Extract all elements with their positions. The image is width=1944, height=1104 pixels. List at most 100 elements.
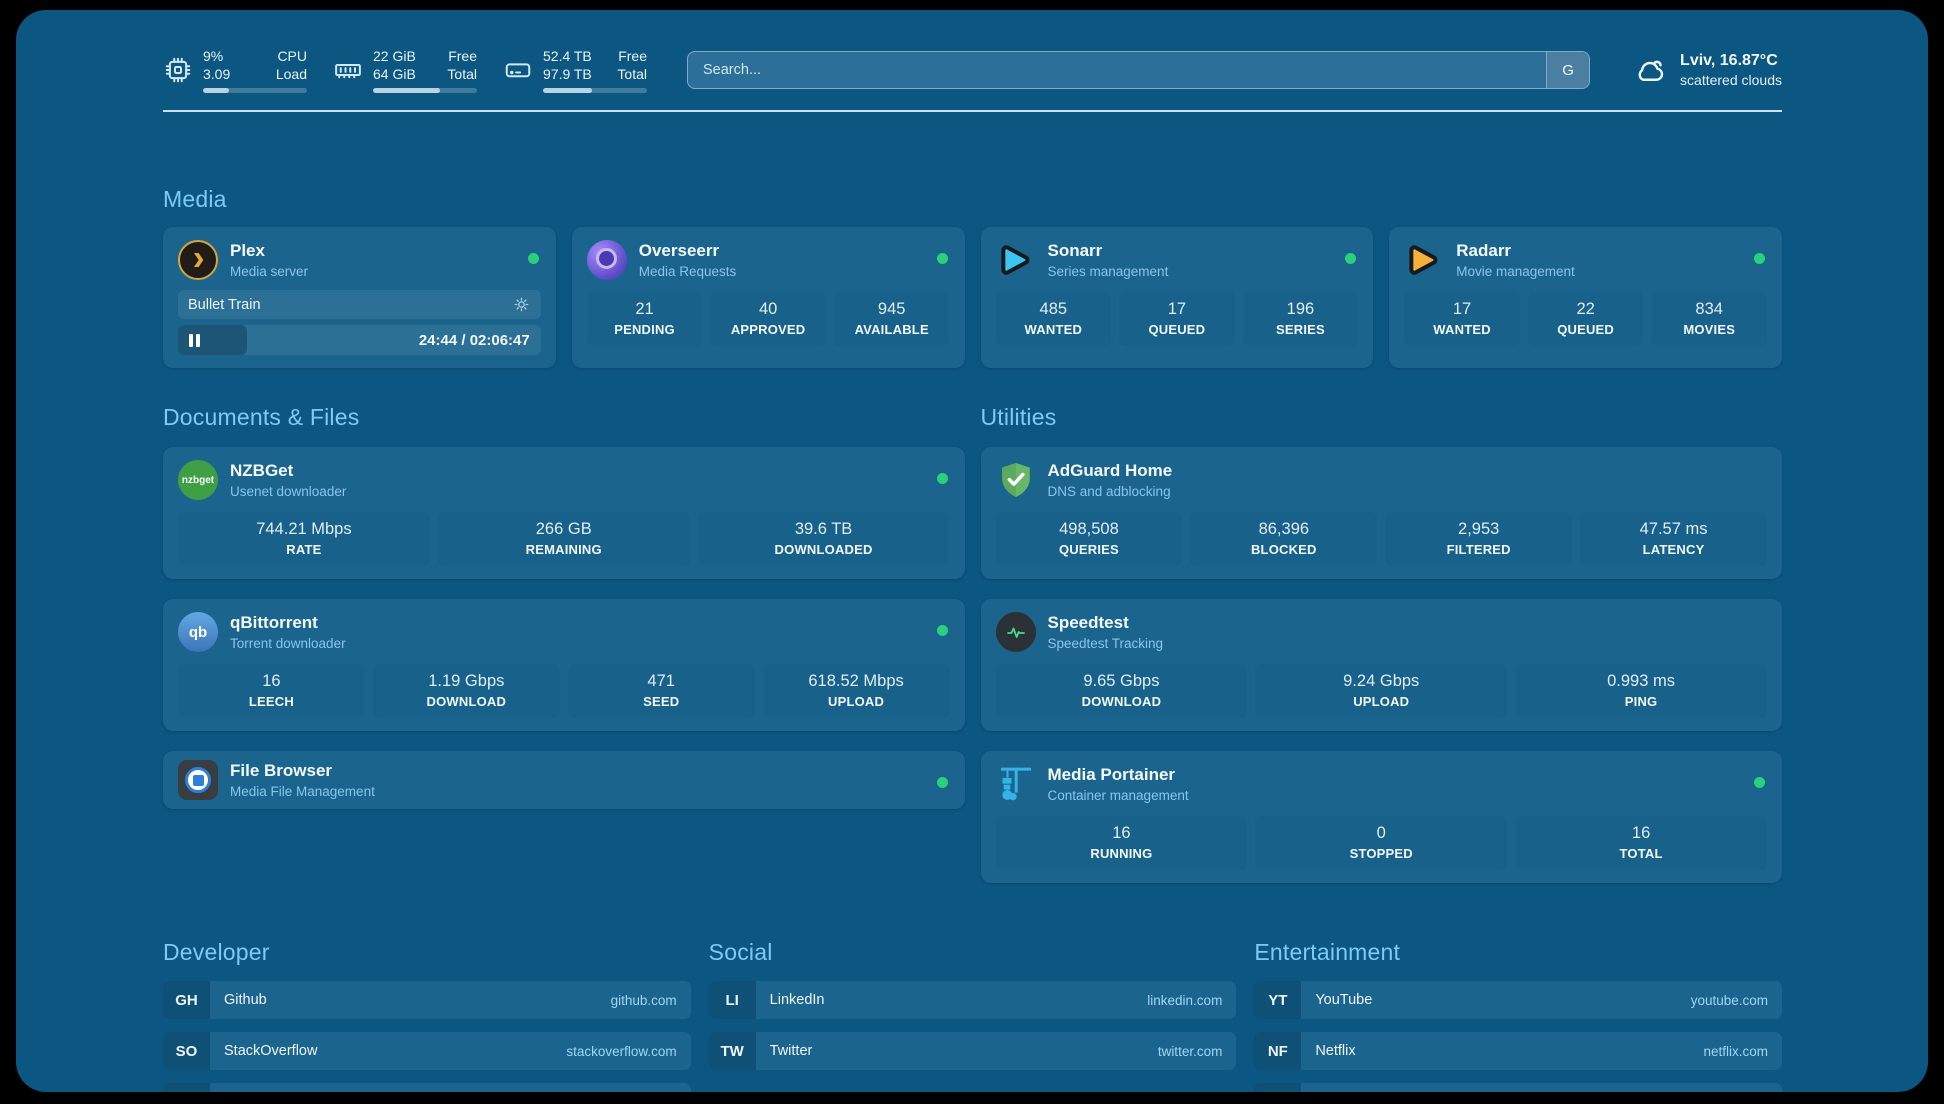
status-dot xyxy=(936,777,948,788)
bookmark-abbr: NF xyxy=(1254,1032,1302,1070)
player-time: 24:44 / 02:06:47 xyxy=(418,331,530,349)
disk-total: 97.9 TB xyxy=(543,66,592,82)
stat-running: 16 RUNNING xyxy=(995,816,1248,870)
app-card-sonarr[interactable]: Sonarr Series management 485 WANTED 17 Q… xyxy=(980,227,1374,368)
search-engine-button[interactable]: G xyxy=(1546,52,1590,88)
app-card-adguard[interactable]: AdGuard Home DNS and adblocking 498,508 … xyxy=(980,447,1782,579)
section-social: Social LI LinkedIn linkedin.com TW Twitt… xyxy=(708,939,1237,1092)
stat-queued: 17 QUEUED xyxy=(1119,292,1235,346)
pause-icon[interactable] xyxy=(189,333,200,347)
search-bar[interactable]: G xyxy=(687,51,1591,89)
plex-icon xyxy=(178,240,218,280)
system-stats: 9% 3.09 CPU Load 22 GiB 64 GiB Free Total xyxy=(163,47,647,94)
adguard-icon xyxy=(996,460,1036,500)
bookmark-abbr: LI xyxy=(708,981,756,1019)
bookmark-dev[interactable]: DT DEV dev.to xyxy=(163,1083,691,1092)
app-card-portainer[interactable]: Media Portainer Container management 16 … xyxy=(980,751,1782,883)
top-bar: 9% 3.09 CPU Load 22 GiB 64 GiB Free Total xyxy=(163,42,1782,98)
stat-queries: 498,508 QUERIES xyxy=(995,512,1183,566)
bookmark-stackoverflow[interactable]: SO StackOverflow stackoverflow.com xyxy=(163,1032,691,1070)
now-playing-title: Bullet Train xyxy=(188,296,261,313)
memory-progress-bar xyxy=(373,88,477,94)
memory-total-label: Total xyxy=(447,66,477,82)
disk-total-label: Total xyxy=(617,66,647,82)
documents-section-title: Documents & Files xyxy=(163,404,360,430)
stat-remaining: 266 GB REMAINING xyxy=(437,512,690,566)
filebrowser-icon xyxy=(178,760,218,800)
disk-free-label: Free xyxy=(618,47,647,64)
stat-ping: 0.993 ms PING xyxy=(1515,664,1767,718)
app-name: Speedtest xyxy=(1047,613,1129,633)
app-subtitle: Container management xyxy=(1047,787,1189,803)
cloud-icon xyxy=(1638,60,1664,81)
app-name: AdGuard Home xyxy=(1047,461,1173,481)
app-card-filebrowser[interactable]: File Browser Media File Management xyxy=(163,751,965,809)
app-card-speedtest[interactable]: Speedtest Speedtest Tracking 9.65 Gbps D… xyxy=(980,599,1782,731)
section-media: Media Plex Media server Bullet Train xyxy=(163,186,1782,368)
cpu-stat: 9% 3.09 CPU Load xyxy=(163,47,307,94)
stat-pending: 21 PENDING xyxy=(586,292,703,346)
radarr-icon xyxy=(1404,240,1444,280)
bookmark-youtube[interactable]: YT YouTube youtube.com xyxy=(1254,981,1782,1019)
stat-blocked: 86,396 BLOCKED xyxy=(1190,512,1378,566)
app-subtitle: Media Requests xyxy=(638,263,737,279)
app-card-nzbget[interactable]: nzbget NZBGet Usenet downloader 744.21 M… xyxy=(163,447,965,579)
section-utilities: Utilities AdGuard Home xyxy=(980,404,1782,883)
bookmark-name: Github xyxy=(224,992,267,1008)
player-progress-row[interactable]: 24:44 / 02:06:47 xyxy=(178,325,541,355)
bookmark-twitter[interactable]: TW Twitter twitter.com xyxy=(708,1032,1237,1070)
entertainment-section-title: Entertainment xyxy=(1254,939,1401,965)
bookmark-url: twitter.com xyxy=(1157,1043,1223,1059)
stat-wanted: 485 WANTED xyxy=(995,292,1112,346)
stat-leech: 16 LEECH xyxy=(178,664,365,718)
stat-approved: 40 APPROVED xyxy=(710,292,826,346)
speedtest-icon xyxy=(995,612,1036,652)
utilities-section-title: Utilities xyxy=(980,404,1057,430)
bookmark-netflix[interactable]: NF Netflix netflix.com xyxy=(1254,1032,1782,1070)
cpu-icon xyxy=(165,57,191,83)
app-card-plex[interactable]: Plex Media server Bullet Train 24:44 / 0… xyxy=(163,227,556,368)
app-name: File Browser xyxy=(230,761,333,781)
now-playing-row: Bullet Train xyxy=(178,290,541,319)
app-subtitle: DNS and adblocking xyxy=(1047,483,1171,499)
cpu-load-label: Load xyxy=(275,66,307,82)
stat-stopped: 0 STOPPED xyxy=(1255,816,1508,870)
stat-seed: 471 SEED xyxy=(567,664,755,718)
section-entertainment: Entertainment YT YouTube youtube.com NF … xyxy=(1254,939,1782,1092)
gear-icon[interactable] xyxy=(512,295,531,314)
status-dot xyxy=(1754,253,1765,264)
memory-stat: 22 GiB 64 GiB Free Total xyxy=(333,47,477,94)
stat-filtered: 2,953 FILTERED xyxy=(1385,512,1573,566)
app-subtitle: Speedtest Tracking xyxy=(1047,635,1164,651)
disk-free: 52.4 TB xyxy=(543,47,592,64)
app-card-radarr[interactable]: Radarr Movie management 17 WANTED 22 QUE… xyxy=(1389,227,1782,368)
app-card-qbittorrent[interactable]: qb qBittorrent Torrent downloader 16 LEE… xyxy=(163,599,965,731)
app-subtitle: Usenet downloader xyxy=(230,483,347,499)
topbar-divider xyxy=(163,110,1782,112)
app-name: Radarr xyxy=(1456,241,1512,261)
app-name: Sonarr xyxy=(1047,241,1103,261)
stat-series: 196 SERIES xyxy=(1242,292,1359,346)
stat-wanted: 17 WANTED xyxy=(1404,292,1520,346)
stat-upload: 9.24 Gbps UPLOAD xyxy=(1255,664,1508,718)
status-dot xyxy=(1345,253,1357,264)
app-card-overseerr[interactable]: Overseerr Media Requests 21 PENDING 40 A… xyxy=(571,227,965,368)
stat-downloaded: 39.6 TB DOWNLOADED xyxy=(697,512,950,566)
section-documents: Documents & Files nzbget NZBGet Usenet d… xyxy=(163,404,965,883)
portainer-icon xyxy=(996,764,1036,804)
weather-widget: Lviv, 16.87°C scattered clouds xyxy=(1632,52,1782,88)
bookmark-linkedin[interactable]: LI LinkedIn linkedin.com xyxy=(708,981,1237,1019)
bookmark-url: netflix.com xyxy=(1703,1043,1768,1059)
stat-upload: 618.52 Mbps UPLOAD xyxy=(762,664,950,718)
search-input[interactable] xyxy=(688,52,1547,88)
stat-download: 9.65 Gbps DOWNLOAD xyxy=(995,664,1248,718)
bookmark-github[interactable]: GH Github github.com xyxy=(163,981,691,1019)
bookmark-reddit[interactable]: RE Reddit reddit.com xyxy=(1254,1083,1782,1092)
media-section-title: Media xyxy=(163,186,227,212)
cpu-load-value: 3.09 xyxy=(203,66,231,82)
bookmark-url: stackoverflow.com xyxy=(566,1043,677,1059)
disk-progress-bar xyxy=(543,88,647,94)
bookmark-url: github.com xyxy=(610,992,677,1008)
overseerr-icon xyxy=(586,240,627,280)
bookmark-url: linkedin.com xyxy=(1147,992,1223,1008)
